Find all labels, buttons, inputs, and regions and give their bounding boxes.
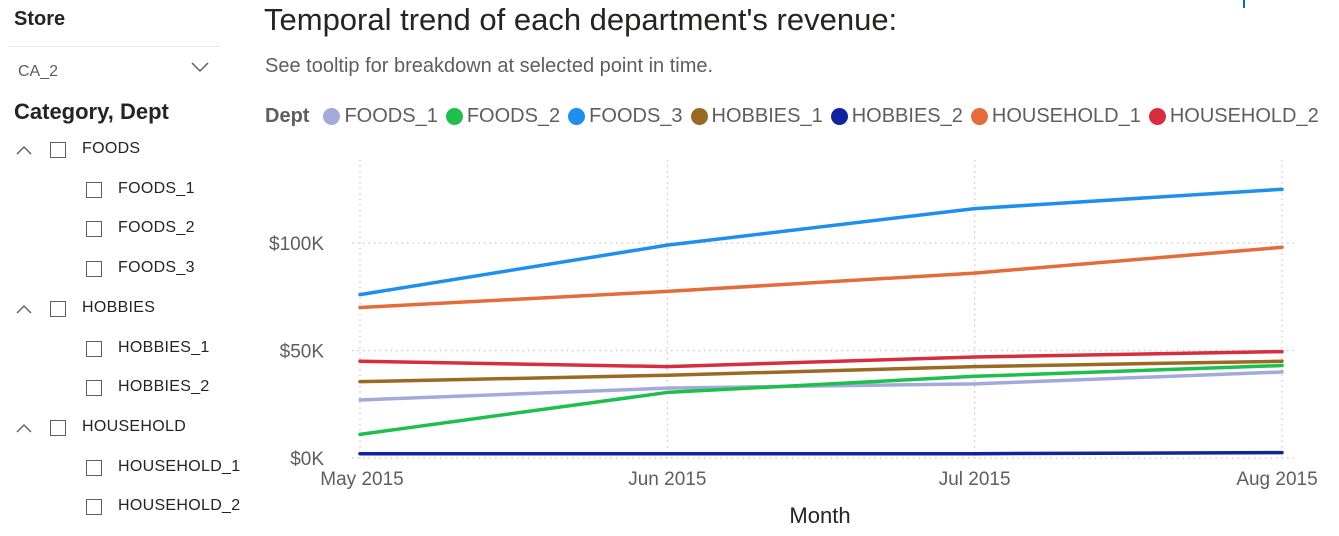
legend-marker [690,107,708,125]
chart-title: Temporal trend of each department's reve… [264,2,898,37]
legend-label: FOODS_1 [344,104,438,127]
series-line-hobbies_2[interactable] [358,450,1284,456]
slicer-item-household_1[interactable]: HOUSEHOLD_1 [0,458,260,482]
series-line-foods_3[interactable] [358,187,1284,297]
slicer-item-foods_3[interactable]: FOODS_3 [0,259,260,283]
legend-marker [323,107,341,125]
chevron-down-icon [191,62,209,73]
x-tick-label: Jul 2015 [939,469,1011,490]
checkbox[interactable] [86,459,102,476]
slicer-item-label: HOBBIES_1 [118,338,210,356]
store-slicer-label: Store [14,8,66,30]
legend-marker [830,107,848,125]
slicer-item-foods_1[interactable]: FOODS_1 [0,180,260,204]
legend-item-hobbies_2[interactable]: HOBBIES_2 [830,104,963,128]
x-tick-label: Aug 2015 [1236,469,1317,490]
slicer-item-label: HOBBIES_2 [118,378,210,396]
legend-label: HOBBIES_1 [711,104,823,127]
legend-item-foods_3[interactable]: FOODS_3 [568,104,683,128]
legend-item-household_1[interactable]: HOUSEHOLD_1 [970,104,1141,128]
chevron-up-icon[interactable] [14,301,34,317]
slicer-item-hobbies_1[interactable]: HOBBIES_1 [0,339,260,363]
slicer-group-label: HOUSEHOLD [82,417,187,435]
legend-title: Dept [265,104,310,127]
legend-marker [1148,107,1166,125]
legend-marker [568,107,586,125]
checkbox[interactable] [86,499,102,516]
x-tick-label: May 2015 [320,469,403,490]
slicer-group-household[interactable]: HOUSEHOLD [0,418,240,442]
slicer-group-foods[interactable]: FOODS [0,140,240,164]
chart-legend: Dept FOODS_1 FOODS_2 FOODS_3 HOBBIES_1 HOBBI… [265,102,1327,130]
legend-label: HOUSEHOLD_1 [991,104,1141,127]
y-tick-label: $50K [280,342,325,363]
checkbox[interactable] [50,142,66,158]
slicer-item-label: HOUSEHOLD_2 [118,497,241,515]
x-tick-label: Jun 2015 [628,469,706,490]
legend-label: HOBBIES_2 [851,104,963,127]
legend-marker [970,107,988,125]
y-tick-label: $0K [290,449,324,470]
checkbox[interactable] [50,419,66,436]
series-line-hobbies_1[interactable] [358,359,1284,384]
chart-subtitle: See tooltip for breakdown at selected po… [265,55,714,77]
store-dropdown-value: CA_2 [18,63,59,80]
legend-item-foods_2[interactable]: FOODS_2 [445,104,561,128]
slicer-item-label: FOODS_3 [118,259,195,277]
visual-corner-mark [1243,0,1245,8]
slicer-group-label: HOBBIES [82,298,156,316]
chevron-up-icon[interactable] [14,142,34,158]
legend-label: HOUSEHOLD_2 [1169,104,1319,127]
checkbox[interactable] [86,380,102,397]
x-axis-title: Month [789,503,850,528]
slicer-item-label: FOODS_2 [118,219,195,237]
checkbox[interactable] [86,261,102,278]
slicer-item-label: FOODS_1 [118,179,195,197]
checkbox[interactable] [86,221,102,238]
slicer-item-hobbies_2[interactable]: HOBBIES_2 [0,378,260,402]
checkbox[interactable] [86,340,102,357]
legend-label: FOODS_3 [589,104,683,127]
legend-item-hobbies_1[interactable]: HOBBIES_1 [690,104,823,128]
checkbox[interactable] [86,181,102,198]
legend-marker [445,107,463,125]
store-dropdown[interactable]: CA_2 [8,46,220,86]
y-tick-label: $100K [269,234,324,255]
category-slicer-header: Category, Dept [14,99,169,124]
legend-label: FOODS_2 [466,104,561,127]
chevron-up-icon[interactable] [14,420,34,436]
slicer-item-label: HOUSEHOLD_1 [118,457,241,475]
slicer-item-foods_2[interactable]: FOODS_2 [0,219,260,243]
series-line-foods_2[interactable] [358,363,1284,437]
checkbox[interactable] [50,300,66,317]
slicer-group-label: FOODS [82,140,141,157]
slicer-item-household_2[interactable]: HOUSEHOLD_2 [0,497,260,521]
series-line-household_1[interactable] [358,245,1284,310]
slicer-group-hobbies[interactable]: HOBBIES [0,299,240,323]
legend-item-foods_1[interactable]: FOODS_1 [323,104,438,128]
series-line-household_2[interactable] [358,349,1284,369]
legend-item-household_2[interactable]: HOUSEHOLD_2 [1148,104,1319,128]
